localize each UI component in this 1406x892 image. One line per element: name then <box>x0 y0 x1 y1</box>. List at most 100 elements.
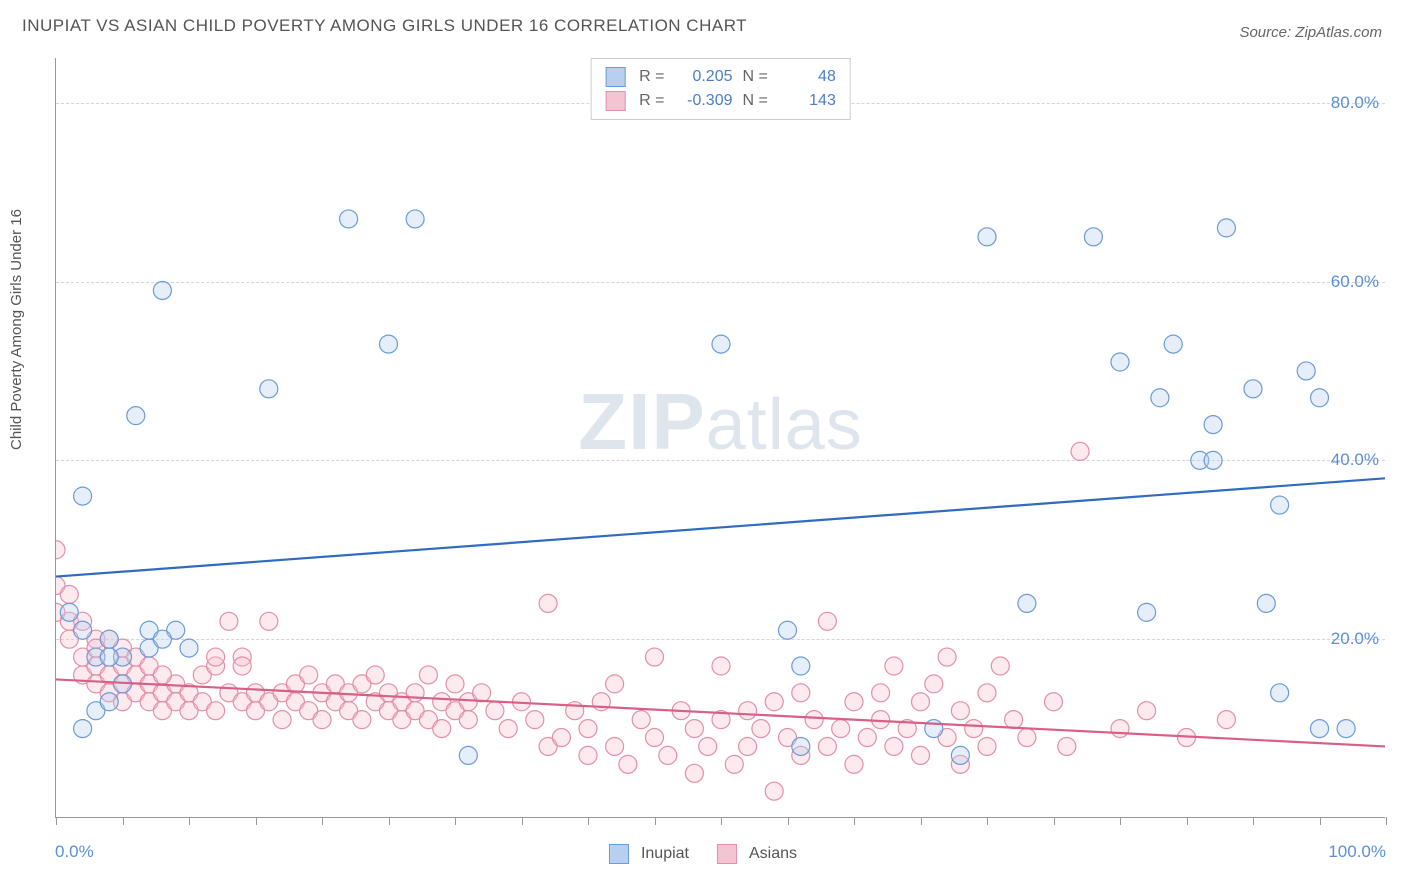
data-point <box>606 675 624 693</box>
swatch-asians <box>605 91 625 111</box>
data-point <box>1084 228 1102 246</box>
x-tick <box>1120 817 1121 825</box>
plot-area: ZIPatlas R = 0.205 N = 48 R = -0.309 N =… <box>55 58 1385 818</box>
data-point <box>1071 442 1089 460</box>
data-point <box>1217 711 1235 729</box>
data-point <box>220 612 238 630</box>
x-tick <box>854 817 855 825</box>
data-point <box>752 720 770 738</box>
legend-label-asians: Asians <box>749 845 797 863</box>
data-point <box>380 335 398 353</box>
data-point <box>739 702 757 720</box>
data-point <box>619 755 637 773</box>
trend-line <box>56 478 1385 576</box>
data-point <box>433 720 451 738</box>
data-point <box>1257 594 1275 612</box>
data-point <box>912 746 930 764</box>
data-point <box>978 684 996 702</box>
data-point <box>951 702 969 720</box>
chart-svg <box>56 58 1385 817</box>
data-point <box>1164 335 1182 353</box>
data-point <box>872 684 890 702</box>
data-point <box>60 603 78 621</box>
x-tick <box>655 817 656 825</box>
data-point <box>1204 451 1222 469</box>
x-tick <box>1187 817 1188 825</box>
x-tick <box>189 817 190 825</box>
data-point <box>419 666 437 684</box>
data-point <box>1337 720 1355 738</box>
data-point <box>486 702 504 720</box>
data-point <box>579 746 597 764</box>
data-point <box>207 702 225 720</box>
r-label: R = <box>639 89 664 113</box>
data-point <box>100 630 118 648</box>
data-point <box>1271 684 1289 702</box>
data-point <box>646 648 664 666</box>
data-point <box>313 711 331 729</box>
data-point <box>912 693 930 711</box>
x-tick <box>522 817 523 825</box>
data-point <box>845 755 863 773</box>
data-point <box>659 746 677 764</box>
x-tick <box>455 817 456 825</box>
data-point <box>832 720 850 738</box>
r-label: R = <box>639 65 664 89</box>
data-point <box>646 729 664 747</box>
data-point <box>858 729 876 747</box>
data-point <box>632 711 650 729</box>
data-point <box>978 228 996 246</box>
data-point <box>60 585 78 603</box>
data-point <box>579 720 597 738</box>
data-point <box>74 487 92 505</box>
data-point <box>153 666 171 684</box>
data-point <box>845 693 863 711</box>
x-tick <box>1253 817 1254 825</box>
x-tick <box>1386 817 1387 825</box>
x-tick <box>987 817 988 825</box>
data-point <box>991 657 1009 675</box>
r-value-inupiat: 0.205 <box>675 65 733 89</box>
data-point <box>606 737 624 755</box>
data-point <box>366 666 384 684</box>
x-tick <box>721 817 722 825</box>
legend-row-asians: R = -0.309 N = 143 <box>605 89 836 113</box>
data-point <box>552 729 570 747</box>
data-point <box>1297 362 1315 380</box>
data-point <box>459 746 477 764</box>
data-point <box>1058 737 1076 755</box>
data-point <box>712 657 730 675</box>
data-point <box>499 720 517 738</box>
data-point <box>1138 603 1156 621</box>
legend-item-asians: Asians <box>717 844 797 864</box>
swatch-inupiat <box>609 844 629 864</box>
data-point <box>725 755 743 773</box>
data-point <box>951 746 969 764</box>
legend-row-inupiat: R = 0.205 N = 48 <box>605 65 836 89</box>
data-point <box>712 335 730 353</box>
data-point <box>685 720 703 738</box>
swatch-asians <box>717 844 737 864</box>
data-point <box>1311 389 1329 407</box>
data-point <box>885 657 903 675</box>
data-point <box>406 210 424 228</box>
data-point <box>818 612 836 630</box>
data-point <box>1204 416 1222 434</box>
n-label: N = <box>743 89 768 113</box>
data-point <box>1111 353 1129 371</box>
n-value-asians: 143 <box>778 89 836 113</box>
data-point <box>685 764 703 782</box>
data-point <box>207 648 225 666</box>
data-point <box>1138 702 1156 720</box>
x-tick <box>322 817 323 825</box>
n-label: N = <box>743 65 768 89</box>
x-axis-min-label: 0.0% <box>55 842 94 862</box>
x-tick <box>921 817 922 825</box>
y-axis-label: Child Poverty Among Girls Under 16 <box>8 209 25 450</box>
data-point <box>353 711 371 729</box>
data-point <box>180 639 198 657</box>
n-value-inupiat: 48 <box>778 65 836 89</box>
data-point <box>153 630 171 648</box>
data-point <box>260 380 278 398</box>
data-point <box>765 782 783 800</box>
